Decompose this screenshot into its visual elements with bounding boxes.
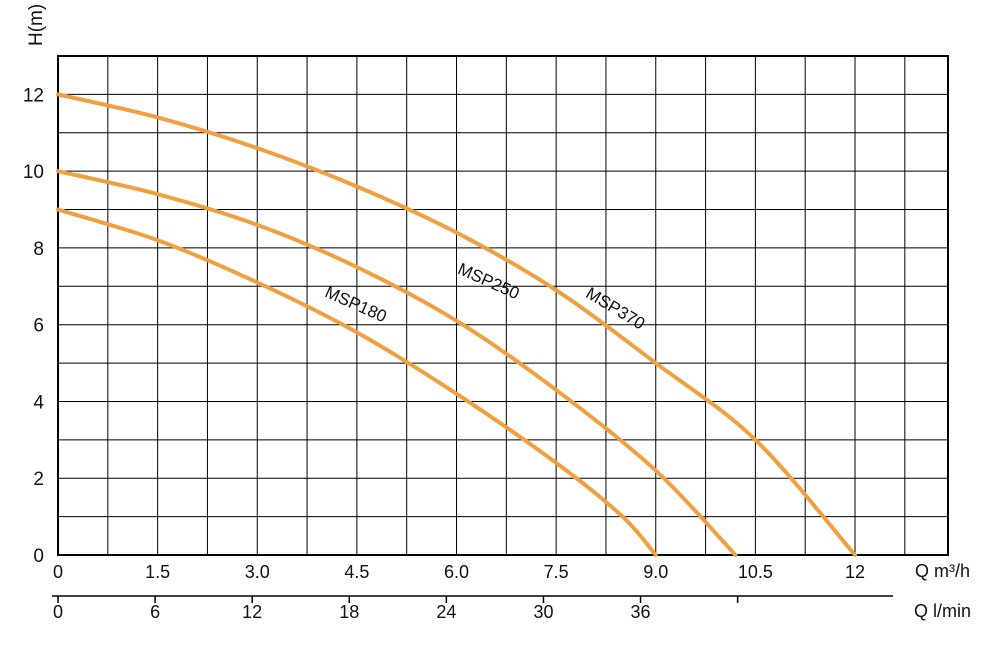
x-axis-m3h: 0 1.5 3.0 4.5 6.0 7.5 9.0 10.5 12: [53, 562, 865, 582]
x2-tick-label: 18: [339, 602, 359, 622]
x2-tick-label: 30: [533, 602, 553, 622]
x-tick-label: 3.0: [245, 562, 270, 582]
x2-tick-label: 6: [150, 602, 160, 622]
y-tick-label: 6: [33, 316, 44, 337]
x-tick-label: 10.5: [738, 562, 773, 582]
x2-tick-label: 12: [242, 602, 262, 622]
x-axis-label: Q m³/h: [915, 561, 970, 581]
x2-axis-label: Q l/min: [914, 601, 971, 621]
x-tick-label: 0: [53, 562, 63, 582]
y-tick-label: 2: [33, 469, 44, 490]
series-line-msp180: [56, 207, 658, 557]
y-tick-label: 0: [33, 546, 44, 567]
x2-tick-label: 36: [631, 602, 651, 622]
grid: [58, 56, 948, 555]
x-tick-label: 6.0: [444, 562, 469, 582]
y-axis-label: H(m): [26, 4, 47, 46]
y-tick-label: 10: [23, 162, 44, 183]
plot-frame: [57, 55, 949, 556]
x-tick-label: 12: [845, 562, 865, 582]
curves: [56, 92, 858, 557]
x2-tick-label: 24: [436, 602, 456, 622]
series-line-msp370: [56, 92, 858, 557]
x2-tick-label: 0: [53, 602, 63, 622]
x-tick-label: 9.0: [643, 562, 668, 582]
x-tick-label: 7.5: [544, 562, 569, 582]
series-line-msp250: [56, 169, 738, 557]
y-tick-label: 8: [33, 239, 44, 260]
y-axis: 0 2 4 6 8 10 12: [23, 85, 45, 567]
x-axis-lmin: 0 6 12 18 24 30 36: [52, 595, 893, 622]
y-tick-label: 12: [23, 85, 44, 106]
y-tick-label: 4: [33, 392, 44, 413]
x-tick-label: 4.5: [344, 562, 369, 582]
x-tick-label: 1.5: [145, 562, 170, 582]
series-label-msp370: MSP370: [583, 284, 649, 334]
series-label-msp250: MSP250: [455, 259, 522, 303]
